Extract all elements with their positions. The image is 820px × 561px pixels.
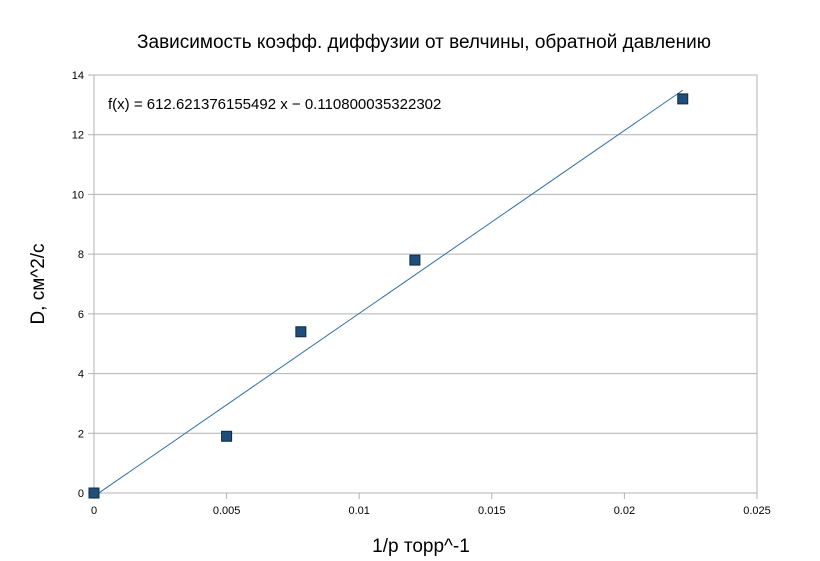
y-axis-label: D, см^2/с [28, 243, 49, 324]
data-point-2 [295, 326, 307, 338]
data-point-3 [409, 254, 421, 266]
x-axis-ticks: 0 0.005 0.01 0.015 0.02 0.025 [91, 493, 771, 517]
y-tick-label-0: 0 [78, 488, 84, 500]
x-tick-label-2: 0.01 [348, 505, 369, 517]
data-point-0 [88, 487, 100, 499]
y-tick-label-4: 8 [78, 249, 84, 261]
chart-title: Зависимость коэфф. диффузии от велчины, … [137, 32, 711, 53]
x-tick-label-5: 0.025 [743, 505, 771, 517]
plot-border [93, 74, 758, 494]
data-point-4 [677, 93, 689, 105]
gridlines [94, 74, 757, 494]
x-tick-label-4: 0.02 [614, 505, 635, 517]
y-axis-ticks: 0 2 4 6 8 10 12 14 [72, 70, 94, 500]
y-tick-label-3: 6 [78, 309, 84, 321]
y-tick-label-6: 12 [72, 130, 84, 142]
x-tick-label-1: 0.005 [213, 505, 241, 517]
y-tick-label-5: 10 [72, 189, 84, 201]
y-tick-label-1: 2 [78, 428, 84, 440]
trendline [93, 89, 684, 497]
y-tick-label-2: 4 [78, 369, 84, 381]
data-point-1 [221, 430, 233, 442]
data-points [88, 93, 689, 499]
trendline-equation: f(x) = 612.621376155492 x − 0.1108000353… [108, 96, 441, 113]
y-tick-label-7: 14 [72, 70, 84, 82]
x-axis-label: 1/p торр^-1 [372, 536, 470, 557]
x-tick-label-0: 0 [91, 505, 97, 517]
x-tick-label-3: 0.015 [478, 505, 506, 517]
